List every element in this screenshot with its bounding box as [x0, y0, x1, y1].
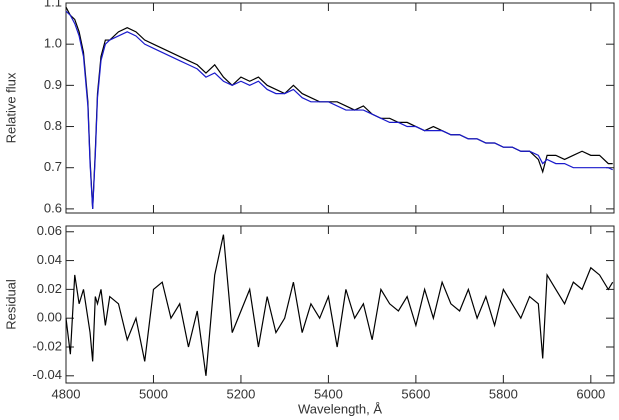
y-tick-label: 0.02 [37, 281, 62, 296]
x-tick-label: 5800 [489, 386, 518, 401]
axes-frame [65, 2, 615, 214]
x-tick-label: 4800 [52, 386, 81, 401]
y-tick-label: 0.04 [37, 252, 62, 267]
y-tick-label: 0.7 [44, 159, 62, 174]
y-axis-label: Residual [3, 279, 18, 330]
x-axis-label: Wavelength, Å [298, 401, 382, 416]
y-tick-label: -0.02 [32, 338, 62, 353]
x-tick-label: 5000 [139, 386, 168, 401]
y-tick-label: 0.6 [44, 200, 62, 215]
y-tick-label: 1.0 [44, 36, 62, 51]
axes-frame [65, 225, 615, 384]
x-tick-label: 6000 [576, 386, 605, 401]
y-tick-label: 0.06 [37, 223, 62, 238]
x-tick-label: 5400 [314, 386, 343, 401]
x-tick-label: 5600 [401, 386, 430, 401]
spectrum-line [65, 10, 613, 209]
y-tick-label: -0.04 [32, 367, 62, 382]
y-axis-label: Relative flux [3, 72, 18, 143]
y-tick-label: 1.1 [44, 0, 62, 9]
spectrum-line [65, 6, 613, 209]
y-tick-label: 0.8 [44, 118, 62, 133]
x-tick-label: 5200 [226, 386, 255, 401]
y-tick-label: 0.00 [37, 310, 62, 325]
spectrum-line [65, 234, 614, 376]
y-tick-label: 0.9 [44, 77, 62, 92]
